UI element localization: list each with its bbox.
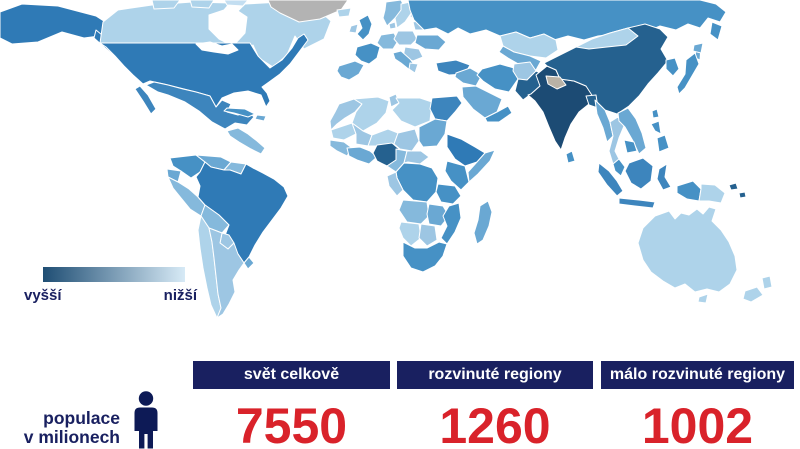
- region-dr-congo: [395, 162, 439, 203]
- region-greece: [408, 62, 419, 74]
- region-philippines-south: [656, 134, 670, 153]
- region-arctic-island-2: [189, 0, 215, 9]
- region-niger: [367, 128, 399, 147]
- region-senegal-guinea: [329, 139, 353, 157]
- region-arctic-island-3: [223, 0, 249, 7]
- region-sri-lanka: [565, 150, 576, 164]
- region-russia: [407, 0, 727, 41]
- region-south-africa: [402, 241, 448, 273]
- region-kamchatka: [709, 21, 723, 41]
- region-iberia: [336, 60, 365, 81]
- region-philippines-north: [650, 120, 662, 135]
- region-new-zealand-north: [761, 275, 773, 290]
- region-papua-new-guinea: [698, 183, 726, 204]
- caption: populace v milionech: [0, 409, 120, 447]
- stat-developed: rozvinuté regiony 1260: [397, 361, 593, 449]
- region-west-papua: [676, 180, 702, 202]
- region-taiwan: [651, 108, 660, 119]
- region-java: [618, 197, 656, 209]
- region-namibia: [398, 221, 422, 247]
- region-cuba: [223, 107, 256, 118]
- region-baja-california: [134, 85, 157, 115]
- world-map: [0, 0, 773, 319]
- region-west-africa-coast: [346, 146, 378, 165]
- region-central-african-rep: [403, 150, 430, 165]
- region-france: [354, 42, 381, 65]
- region-arctic-island-1: [151, 0, 181, 10]
- region-ireland: [348, 23, 359, 34]
- region-congo-gabon: [386, 171, 404, 197]
- region-png-island-2: [738, 191, 747, 199]
- region-tanzania: [435, 183, 462, 205]
- region-united-kingdom: [356, 14, 373, 41]
- caption-line-2: v milionech: [23, 427, 120, 447]
- region-australia: [637, 206, 738, 293]
- region-greenland: [267, 0, 349, 23]
- region-sulawesi: [656, 163, 672, 191]
- region-cambodia: [623, 139, 638, 154]
- region-png-island-1: [728, 182, 739, 191]
- region-norway: [382, 0, 406, 27]
- region-new-zealand-south: [742, 286, 764, 303]
- region-tasmania: [697, 293, 709, 304]
- stat-least-developed-value: 1002: [641, 398, 754, 449]
- region-sumatra: [597, 162, 624, 197]
- region-hokkaido: [692, 42, 704, 54]
- stat-world: svět celkově 7550: [193, 361, 390, 449]
- region-iran: [476, 63, 519, 93]
- region-yemen-oman: [484, 105, 513, 123]
- region-borneo: [624, 157, 654, 190]
- region-central-america: [226, 127, 266, 155]
- region-kashmir-disputed: [545, 75, 567, 90]
- region-germany: [376, 32, 399, 50]
- region-mauritania: [330, 122, 357, 141]
- region-vietnam-laos: [617, 107, 647, 155]
- region-great-lakes: [195, 41, 239, 55]
- region-brazil: [195, 161, 289, 264]
- region-algeria: [351, 96, 390, 132]
- region-kenya-uganda: [444, 160, 470, 191]
- stat-world-value: 7550: [235, 398, 348, 449]
- region-madagascar: [473, 200, 493, 245]
- region-malaysia: [612, 158, 626, 177]
- region-japan: [676, 52, 700, 95]
- legend-low-label: nižší: [163, 287, 197, 304]
- person-icon: [134, 391, 158, 449]
- region-poland: [393, 30, 418, 46]
- region-uruguay: [243, 256, 255, 270]
- region-denmark: [388, 21, 397, 30]
- region-egypt: [429, 95, 463, 122]
- region-hispaniola: [254, 114, 267, 122]
- stat-developed-label: rozvinuté regiony: [397, 361, 593, 389]
- region-myanmar: [594, 99, 614, 143]
- region-ukraine: [414, 34, 447, 51]
- region-somalia: [467, 149, 496, 183]
- legend-high-label: vyšší: [24, 287, 62, 304]
- legend-gradient-bar: [43, 267, 185, 282]
- stat-least-developed-label: málo rozvinuté regiony: [601, 361, 794, 389]
- stat-world-label: svět celkově: [193, 361, 390, 389]
- region-sudan: [418, 118, 448, 148]
- region-botswana: [418, 223, 438, 247]
- region-zambia-zimbabwe: [426, 203, 450, 227]
- region-korea: [665, 57, 680, 77]
- region-iceland: [336, 7, 352, 18]
- region-argentina: [208, 227, 245, 319]
- stat-developed-value: 1260: [439, 398, 551, 449]
- region-angola: [398, 199, 430, 225]
- region-usa: [99, 33, 309, 108]
- stat-least-developed: málo rozvinuté regiony 1002: [601, 361, 794, 449]
- caption-line-1: populace: [43, 408, 120, 428]
- region-libya: [391, 97, 433, 128]
- region-mongolia: [575, 27, 639, 50]
